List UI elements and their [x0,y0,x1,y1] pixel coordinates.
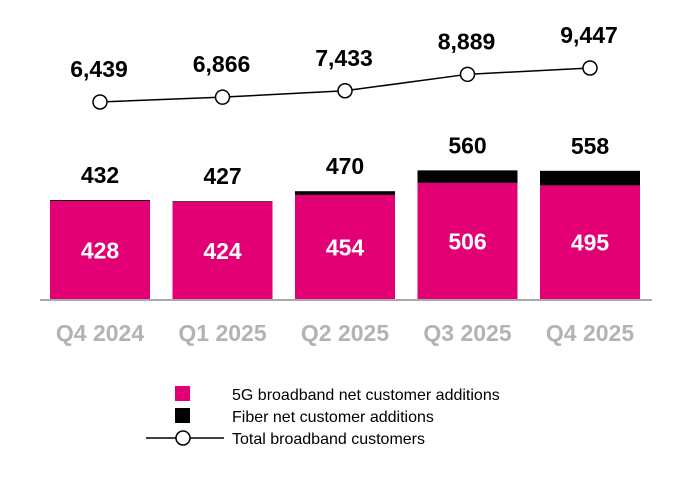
total-label: 6,439 [70,56,128,82]
total-label: 6,866 [193,51,251,77]
bar-5g-label: 454 [326,234,365,260]
bar-5g-label: 428 [81,237,120,263]
legend-swatch-5g [175,386,190,401]
bar-total-label: 560 [448,132,486,158]
x-tick-label: Q4 2025 [546,320,634,346]
legend-label-fiber: Fiber net customer additions [232,409,434,426]
bar-5g [540,185,640,300]
total-label: 9,447 [560,22,618,48]
legend-swatch-fiber [175,408,190,423]
legend-label-5g: 5G broadband net customer additions [232,387,500,404]
total-point [92,94,108,110]
bar-5g [417,182,518,300]
bar-fiber [540,170,640,186]
bar-fiber [172,201,273,202]
bar-fiber [50,200,150,201]
bar-total-label: 558 [571,133,610,159]
x-tick-label: Q1 2025 [178,320,266,346]
bar-5g [295,194,395,300]
bar-5g-label: 424 [203,238,242,264]
legend-label-total: Total broadband customers [232,431,425,448]
x-tick-label: Q4 2024 [56,320,144,346]
bar-fiber [417,170,518,183]
bar-5g-label: 506 [448,228,486,254]
total-point [459,66,476,83]
bar-5g [172,201,273,300]
total-point [214,89,231,105]
total-point [337,83,353,99]
bar-total-label: 427 [203,163,241,189]
legend: 5G broadband net customer additions Fibe… [146,386,500,448]
legend-marker-total [175,430,191,446]
bar-5g [50,200,150,300]
total-label: 7,433 [315,45,373,71]
x-tick-label: Q3 2025 [423,320,511,346]
bar-5g-label: 495 [571,230,610,256]
total-label: 8,889 [438,28,496,54]
x-tick-label: Q2 2025 [301,320,389,346]
bar-total-label: 432 [81,162,119,188]
total-point [582,60,598,76]
bar-fiber [295,191,395,195]
bar-total-label: 470 [326,153,364,179]
